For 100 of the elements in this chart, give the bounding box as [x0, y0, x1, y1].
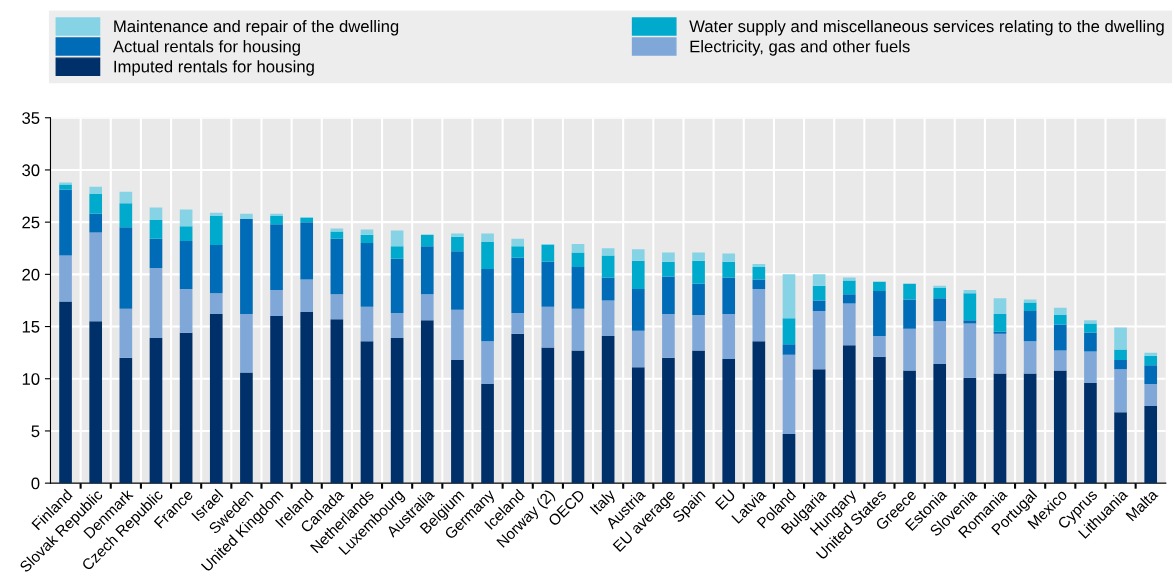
bar — [240, 213, 253, 220]
bar — [420, 246, 434, 295]
bar — [149, 207, 163, 221]
bar — [1114, 359, 1127, 370]
bar — [360, 341, 374, 484]
y-tick-label: 10 — [22, 373, 40, 385]
bar — [1053, 350, 1067, 371]
bar — [481, 341, 494, 384]
bar — [1084, 382, 1097, 484]
bar — [662, 261, 675, 277]
bar — [963, 377, 977, 484]
bar — [571, 244, 585, 253]
bar — [631, 330, 645, 368]
bar — [179, 240, 193, 289]
bar — [692, 260, 705, 284]
bar — [119, 191, 133, 204]
bar — [300, 279, 314, 312]
bar — [179, 226, 193, 241]
bar — [360, 234, 374, 244]
bar — [812, 369, 826, 484]
bar — [692, 350, 705, 484]
bar — [571, 350, 585, 484]
bar — [993, 331, 1007, 334]
bar — [601, 335, 615, 484]
bar — [752, 263, 766, 268]
bar — [722, 277, 736, 315]
bar — [842, 294, 856, 304]
bar — [209, 293, 223, 315]
bar — [209, 215, 223, 246]
bar — [722, 253, 736, 262]
bar — [631, 249, 645, 261]
bar — [662, 357, 675, 484]
bar — [963, 293, 977, 321]
bar — [451, 359, 464, 484]
bar — [451, 251, 464, 310]
bar — [300, 217, 314, 223]
bar — [89, 232, 103, 322]
bar — [511, 312, 525, 334]
bar — [842, 277, 856, 281]
bar — [541, 306, 555, 348]
bar — [933, 321, 947, 365]
bar — [782, 274, 796, 319]
bar — [541, 347, 555, 484]
y-tick-label: 5 — [31, 425, 40, 438]
bar — [360, 306, 374, 342]
bar — [1144, 405, 1158, 484]
bar — [963, 290, 977, 294]
legend-label: Actual rentals for housing — [112, 40, 300, 56]
y-tick-label: 25 — [22, 216, 40, 229]
bar — [179, 209, 193, 227]
bar — [149, 220, 163, 239]
bar — [842, 280, 856, 295]
bar — [1053, 315, 1067, 325]
bar — [240, 372, 253, 484]
bar — [1144, 355, 1158, 366]
bar — [933, 298, 947, 322]
bar — [1114, 327, 1127, 350]
bar — [571, 308, 585, 351]
bar — [209, 245, 223, 294]
bar — [1084, 320, 1097, 324]
bar — [782, 318, 796, 345]
bar — [601, 277, 615, 301]
bar — [842, 303, 856, 346]
bar — [1053, 307, 1067, 316]
bar — [842, 345, 856, 484]
bar — [782, 344, 796, 355]
bar — [451, 236, 464, 252]
bar — [270, 215, 283, 225]
bar — [1023, 302, 1037, 311]
bar — [209, 212, 223, 216]
bar — [601, 300, 615, 336]
bar — [149, 268, 163, 339]
bar — [179, 332, 193, 484]
bar — [541, 245, 555, 262]
bar — [752, 267, 766, 280]
bar — [812, 274, 826, 286]
bar — [390, 230, 404, 247]
bar — [631, 367, 645, 484]
bar — [89, 193, 103, 214]
bar — [963, 320, 977, 324]
bar — [752, 279, 766, 289]
bar — [631, 288, 645, 331]
bar — [360, 243, 374, 307]
bar — [209, 314, 223, 484]
bar — [692, 252, 705, 261]
bar — [451, 309, 464, 360]
bar — [149, 238, 163, 269]
bar — [420, 320, 434, 484]
bar — [59, 182, 72, 185]
bar — [1053, 324, 1067, 351]
bar — [571, 252, 585, 268]
y-tick-label: 15 — [22, 321, 40, 333]
bar — [1023, 373, 1037, 484]
bar — [1114, 349, 1127, 360]
bar — [873, 291, 886, 336]
bar — [812, 310, 826, 370]
bar — [993, 333, 1007, 374]
bar — [149, 338, 163, 484]
bar — [511, 257, 525, 313]
bar — [511, 333, 525, 484]
